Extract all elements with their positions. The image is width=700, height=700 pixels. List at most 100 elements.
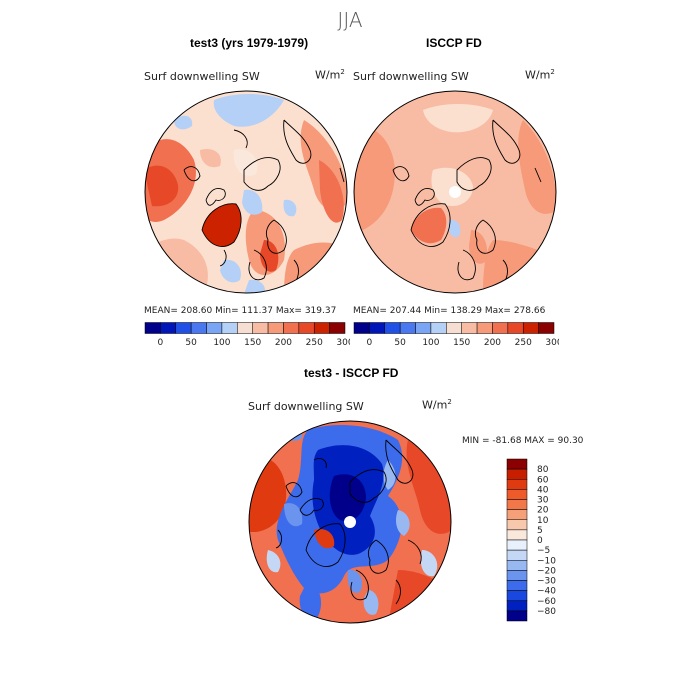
colorbar-swatch <box>206 322 223 334</box>
pole-hole-obs <box>449 186 461 198</box>
colorbar-swatch <box>506 590 528 601</box>
colorbar-tick-label: −80 <box>537 607 556 617</box>
colorbar-swatch <box>252 322 269 334</box>
colorbar-tick-label: 50 <box>185 338 197 348</box>
colorbar-swatch <box>522 322 539 334</box>
colorbar-swatch <box>506 560 528 571</box>
colorbar-tick-label: 5 <box>537 526 543 536</box>
colorbar-swatch <box>237 322 253 334</box>
colorbar-model <box>144 322 346 334</box>
colorbar-tick-label: 30 <box>537 496 549 506</box>
colorbar-ticks-obs: 050100150200250300350 <box>367 338 559 348</box>
colorbar-swatch <box>506 458 528 470</box>
units-base: W/m <box>525 68 551 82</box>
panel-variable-label-obs: Surf downwelling SW <box>353 70 469 83</box>
colorbar-tick-label: −60 <box>537 597 556 607</box>
polar-map-diff <box>248 420 452 624</box>
panel-variable-label-diff: Surf downwelling SW <box>248 400 364 413</box>
colorbar-tick-label: 50 <box>394 338 406 348</box>
colorbar-swatch <box>384 322 401 334</box>
colorbar-tick-label: 100 <box>422 338 439 348</box>
colorbar-tick-label: 100 <box>213 338 230 348</box>
colorbar-swatch <box>506 539 528 551</box>
units-base: W/m <box>422 398 448 412</box>
colorbar-tick-label: 150 <box>244 338 261 348</box>
panel-stats-obs: MEAN= 207.44 Min= 138.29 Max= 278.66 <box>353 306 546 316</box>
colorbar-tick-label: 300 <box>545 338 559 348</box>
colorbar-swatch <box>506 479 528 490</box>
colorbar-swatch <box>506 600 528 612</box>
colorbar-swatch <box>506 499 528 510</box>
units-base: W/m <box>315 68 341 82</box>
colorbar-tick-label: 250 <box>306 338 323 348</box>
colorbar-tick-label: −30 <box>537 577 556 587</box>
colorbar-swatch <box>144 322 161 334</box>
colorbar-swatch <box>369 322 386 334</box>
units-exponent: 2 <box>340 68 345 76</box>
polar-map-model <box>144 90 348 294</box>
colorbar-tick-label: 20 <box>537 506 549 516</box>
colorbar-tick-label: 0 <box>158 338 164 348</box>
colorbar-swatch <box>538 322 555 334</box>
colorbar-swatch <box>160 322 177 334</box>
colorbar-tick-label: 10 <box>537 516 549 526</box>
colorbar-swatch <box>313 322 330 334</box>
colorbar-swatch <box>506 509 528 520</box>
colorbar-tick-label: 80 <box>537 465 549 475</box>
colorbar-swatch <box>175 322 192 334</box>
colorbar-tick-label: 40 <box>537 485 549 495</box>
colorbar-swatch <box>430 322 447 334</box>
colorbar-swatch <box>506 468 528 480</box>
colorbar-swatch <box>506 580 528 591</box>
panel-title-diff: test3 - ISCCP FD <box>304 366 399 380</box>
colorbar-tick-label: 200 <box>484 338 501 348</box>
colorbar-swatch <box>353 322 370 334</box>
figure-title: JJA <box>337 8 363 32</box>
panel-units-diff: W/m2 <box>422 398 452 412</box>
panel-stats-model: MEAN= 208.60 Min= 111.37 Max= 319.37 <box>144 306 337 316</box>
colorbar-swatch <box>221 322 238 334</box>
colorbar-tick-label: 0 <box>367 338 373 348</box>
panel-stats-diff: MIN = -81.68 MAX = 90.30 <box>462 436 584 446</box>
colorbar-swatch <box>399 322 416 334</box>
panel-title-obs: ISCCP FD <box>426 36 482 50</box>
colorbar-swatch <box>507 322 524 334</box>
polar-map-obs <box>353 90 557 294</box>
colorbar-swatch <box>506 489 528 500</box>
colorbar-swatch <box>298 322 315 334</box>
colorbar-swatch <box>506 570 528 581</box>
colorbar-swatch <box>461 322 478 334</box>
colorbar-swatch <box>506 549 528 561</box>
colorbar-swatch <box>329 322 346 334</box>
units-exponent: 2 <box>550 68 555 76</box>
panel-units-model: W/m2 <box>315 68 345 82</box>
colorbar-tick-label: −20 <box>537 566 556 576</box>
colorbar-tick-label: 150 <box>453 338 470 348</box>
colorbar-tick-label: 250 <box>515 338 532 348</box>
colorbar-obs <box>353 322 555 334</box>
colorbar-swatch <box>492 322 509 334</box>
colorbar-tick-label: −40 <box>537 587 556 597</box>
colorbar-tick-label: 0 <box>537 536 543 546</box>
colorbar-swatch <box>446 322 462 334</box>
colorbar-tick-label: 200 <box>275 338 292 348</box>
colorbar-ticks-model: 050100150200250300350 <box>158 338 350 348</box>
colorbar-tick-label: −10 <box>537 556 556 566</box>
colorbar-swatch <box>267 322 284 334</box>
colorbar-swatch <box>415 322 432 334</box>
pole-hole-diff <box>344 516 356 528</box>
colorbar-tick-label: 300 <box>336 338 350 348</box>
colorbar-swatch <box>476 322 493 334</box>
colorbar-swatch <box>190 322 207 334</box>
colorbar-swatch <box>506 610 528 622</box>
colorbar-swatch <box>506 529 528 541</box>
colorbar-swatch <box>506 519 528 531</box>
colorbar-swatch <box>283 322 300 334</box>
panel-title-model: test3 (yrs 1979-1979) <box>190 36 309 50</box>
colorbar-tick-label: −5 <box>537 546 550 556</box>
colorbar-tick-label: 60 <box>537 475 549 485</box>
panel-units-obs: W/m2 <box>525 68 555 82</box>
units-exponent: 2 <box>447 398 452 406</box>
panel-variable-label-model: Surf downwelling SW <box>144 70 260 83</box>
